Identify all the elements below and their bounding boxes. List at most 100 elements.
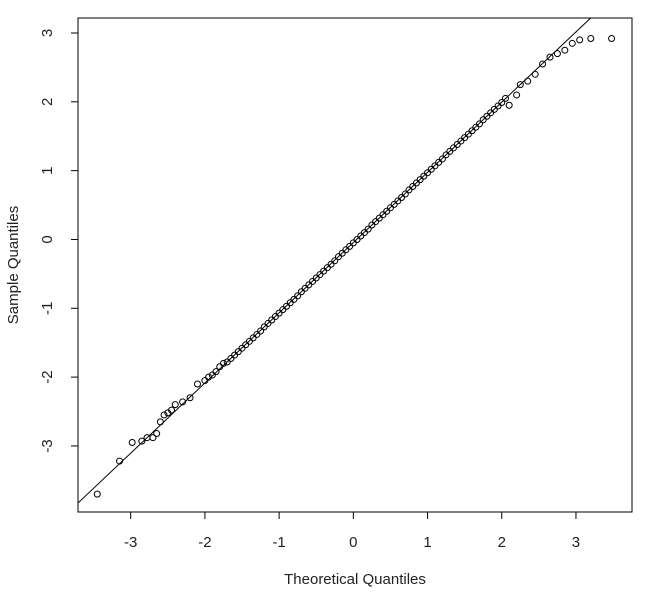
point [587, 35, 595, 43]
point [316, 271, 324, 279]
point [286, 299, 294, 307]
point [138, 437, 146, 445]
point [568, 39, 576, 47]
point [472, 123, 480, 131]
point [546, 53, 554, 61]
point [275, 309, 283, 317]
y-tick-label: -2 [39, 370, 56, 383]
point [394, 197, 402, 205]
point [334, 253, 342, 261]
point [494, 102, 502, 110]
point [353, 235, 361, 243]
point [379, 211, 387, 219]
point [179, 398, 187, 406]
point [264, 319, 272, 327]
point [438, 155, 446, 163]
x-tick-label: -1 [272, 534, 285, 551]
point [346, 242, 354, 250]
point [297, 288, 305, 296]
y-tick-label: 0 [39, 235, 56, 243]
point [386, 204, 394, 212]
point [323, 264, 331, 272]
point [212, 368, 220, 376]
point [409, 182, 417, 190]
point [398, 193, 406, 201]
point [201, 377, 209, 385]
point [608, 35, 616, 43]
point [357, 232, 365, 240]
x-tick-label: 1 [423, 534, 431, 551]
point [401, 190, 409, 198]
point [309, 277, 317, 285]
point [349, 239, 357, 247]
point [290, 295, 298, 303]
point [205, 373, 213, 381]
point [249, 334, 257, 342]
point [490, 105, 498, 113]
point [561, 46, 569, 54]
x-tick-label: 2 [498, 534, 506, 551]
point [464, 130, 472, 138]
point [168, 406, 176, 414]
point [268, 316, 276, 324]
point [375, 214, 383, 222]
point [283, 302, 291, 310]
x-tick-label: 0 [349, 534, 357, 551]
point [160, 411, 168, 419]
point [513, 91, 521, 99]
point [516, 81, 524, 89]
point [479, 116, 487, 124]
point [271, 313, 279, 321]
point [505, 101, 513, 109]
point [412, 179, 420, 187]
point [453, 140, 461, 148]
point [149, 434, 157, 442]
point [539, 60, 547, 68]
reference-line [78, 18, 592, 504]
point [260, 323, 268, 331]
point [208, 371, 216, 379]
x-tick-label: 3 [572, 534, 580, 551]
x-tick-label: -2 [198, 534, 211, 551]
point [128, 438, 136, 446]
point [186, 394, 194, 402]
point [487, 109, 495, 117]
point [242, 341, 250, 349]
point [216, 363, 224, 371]
x-axis-label: Theoretical Quantiles [284, 571, 426, 588]
point [427, 165, 435, 173]
plot-frame [77, 17, 633, 513]
point [576, 36, 584, 44]
point [193, 380, 201, 388]
point [383, 207, 391, 215]
point [312, 274, 320, 282]
point [327, 260, 335, 268]
point [93, 490, 101, 498]
point [368, 221, 376, 229]
point [420, 172, 428, 180]
point [171, 401, 179, 409]
point [253, 330, 261, 338]
point [231, 351, 239, 359]
y-tick-label: 1 [39, 166, 56, 174]
point [305, 281, 313, 289]
point [219, 359, 227, 367]
point [227, 355, 235, 363]
point [364, 225, 372, 233]
point [553, 50, 561, 58]
point [156, 418, 164, 426]
point [457, 137, 465, 145]
y-tick-label: 3 [39, 29, 56, 37]
point [405, 186, 413, 194]
point [475, 120, 483, 128]
point [342, 246, 350, 254]
point [424, 169, 432, 177]
point [338, 249, 346, 257]
point [234, 348, 242, 356]
point [468, 127, 476, 135]
y-axis-label: Sample Quantiles [5, 206, 22, 324]
point [498, 99, 506, 107]
point [360, 229, 368, 237]
point [435, 158, 443, 166]
